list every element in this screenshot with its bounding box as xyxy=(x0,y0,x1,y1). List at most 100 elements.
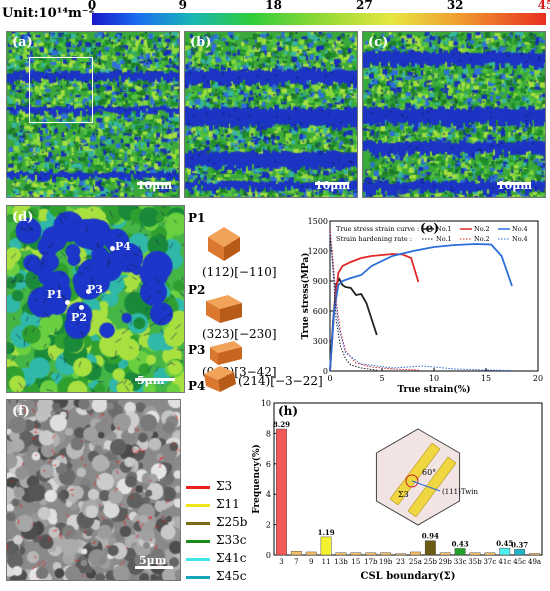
cube-icon-p3 xyxy=(210,341,242,365)
x-tick-label-37c: 37c xyxy=(483,558,496,566)
legend-swatch xyxy=(186,558,210,561)
series-line-No.2-dotted xyxy=(329,228,419,371)
scale-bar-d xyxy=(135,378,175,381)
x-tick-label-33c: 33c xyxy=(454,558,467,566)
point-label-p1: P1 xyxy=(47,288,63,301)
x-tick-label-41c: 41c xyxy=(498,558,511,566)
bar-35b xyxy=(469,552,481,556)
y-tick-label: 8 xyxy=(266,429,271,438)
legend-name-solid-No.2: No.2 xyxy=(474,225,490,233)
ori-name-p4: P4 xyxy=(188,379,206,393)
bar-value-label-45c: 0.37 xyxy=(511,540,528,549)
cube-icon-p4 xyxy=(204,366,236,392)
x-tick-label-19b: 19b xyxy=(379,558,393,566)
x-tick-label-49a: 49a xyxy=(528,558,541,566)
legend-title-stress: True stress strain curve : xyxy=(336,225,419,233)
panel-label-h: (h) xyxy=(278,404,298,418)
panel-c: (c) 10μm xyxy=(362,31,546,198)
bar-3 xyxy=(276,428,287,556)
x-tick-label-29b: 29b xyxy=(439,558,453,566)
y-tick-label: 0 xyxy=(266,551,271,560)
dislocation-map-d xyxy=(7,206,184,392)
bar-29b xyxy=(439,552,451,556)
bar-value-label-25b: 0.94 xyxy=(422,532,439,541)
twin-band-2 xyxy=(407,456,457,518)
point-marker-p2 xyxy=(79,305,84,310)
colorbar-tick-27: 27 xyxy=(356,0,373,12)
legend-name-solid-No.4: No.4 xyxy=(512,225,528,233)
x-tick-label: 10 xyxy=(429,374,439,383)
point-label-p2: P2 xyxy=(71,311,87,324)
inset-twin-plane-label: (111)Twin xyxy=(442,488,478,496)
series-line-No.4-solid xyxy=(329,243,513,372)
y-tick-label: 4 xyxy=(266,490,271,499)
legend-label: Σ45c xyxy=(216,569,247,583)
orientation-column: P1 (112)[−110] P2 (323)[−230] P3 (012)[3… xyxy=(188,205,300,395)
y-tick-label: 6 xyxy=(266,460,271,469)
x-tick-label-25b: 25b xyxy=(424,558,438,566)
scale-bar-a xyxy=(137,182,171,185)
dislocation-map-c xyxy=(363,32,545,197)
band-contrast-map-f xyxy=(7,400,180,580)
y-tick-label: 1500 xyxy=(308,217,328,226)
x-tick-label-23: 23 xyxy=(396,558,405,566)
colorbar-ticks: 0 9 18 27 32 45 xyxy=(88,0,550,12)
x-tick-label-3: 3 xyxy=(279,558,283,566)
point-label-p4: P4 xyxy=(115,240,131,253)
y-tick-label: 1200 xyxy=(308,247,328,256)
ori-name-p1: P1 xyxy=(188,211,206,225)
colorbar-tick-18: 18 xyxy=(265,0,282,12)
y-tick-label: 2 xyxy=(266,521,271,530)
x-axis-label: CSL boundary(Σ) xyxy=(361,571,456,582)
angle-circle xyxy=(405,474,419,488)
cube-icon-p1 xyxy=(208,227,240,261)
inset-angle-label: 60° xyxy=(422,468,436,477)
x-tick-label: 0 xyxy=(327,374,332,383)
legend-label: Σ41c xyxy=(216,551,247,565)
scale-text-c: 10μm xyxy=(497,179,532,192)
y-tick-label: 600 xyxy=(313,307,328,316)
panel-label-b: (b) xyxy=(190,35,212,50)
bar-7 xyxy=(290,550,302,556)
legend-label: Σ33c xyxy=(216,533,247,547)
bar-value-label-11: 1.19 xyxy=(318,528,335,537)
legend-label: Σ11 xyxy=(216,497,240,511)
scale-text-a: 10μm xyxy=(137,179,172,192)
y-tick-label: 0 xyxy=(323,367,328,376)
plot-frame xyxy=(273,402,543,556)
legend-swatch xyxy=(186,486,210,489)
x-tick-label: 20 xyxy=(533,374,543,383)
panel-f: (f) 5μm xyxy=(6,399,181,581)
bar-value-label-41c: 0.45 xyxy=(496,539,513,548)
bar-11 xyxy=(320,536,332,556)
colorbar-tick-9: 9 xyxy=(178,0,187,12)
ori-miller-p4: (214)[−3−22] xyxy=(238,374,323,388)
colorbar-tick-0: 0 xyxy=(87,0,97,12)
bar-37c xyxy=(484,552,496,556)
colorbar-tick-32: 32 xyxy=(446,0,464,12)
panel-label-c: (c) xyxy=(368,35,389,50)
bar-23 xyxy=(395,553,406,556)
y-tick-label: 300 xyxy=(313,337,328,346)
panel-label-a: (a) xyxy=(12,35,33,50)
point-marker-p3 xyxy=(86,289,91,294)
scale-bar-f xyxy=(135,566,173,569)
x-tick-label-13b: 13b xyxy=(334,558,348,566)
x-tick-label: 5 xyxy=(379,374,384,383)
bar-41c xyxy=(499,547,511,556)
colorbar xyxy=(92,13,546,25)
x-tick-label-15: 15 xyxy=(351,558,360,566)
x-tick-label-9: 9 xyxy=(309,558,313,566)
bar-45c xyxy=(514,549,526,556)
bar-value-label-33c: 0.43 xyxy=(452,539,469,548)
scale-bar-c xyxy=(497,182,531,185)
y-axis-label: Frequency(%) xyxy=(251,444,262,514)
x-tick-label-35b: 35b xyxy=(468,558,482,566)
scale-text-d: 5μm xyxy=(137,374,165,387)
panel-a: (a) 10μm xyxy=(6,31,180,198)
bar-17b xyxy=(365,552,377,556)
legend-swatch xyxy=(186,504,210,507)
scale-text-b: 10μm xyxy=(315,179,350,192)
bar-9 xyxy=(305,551,317,556)
